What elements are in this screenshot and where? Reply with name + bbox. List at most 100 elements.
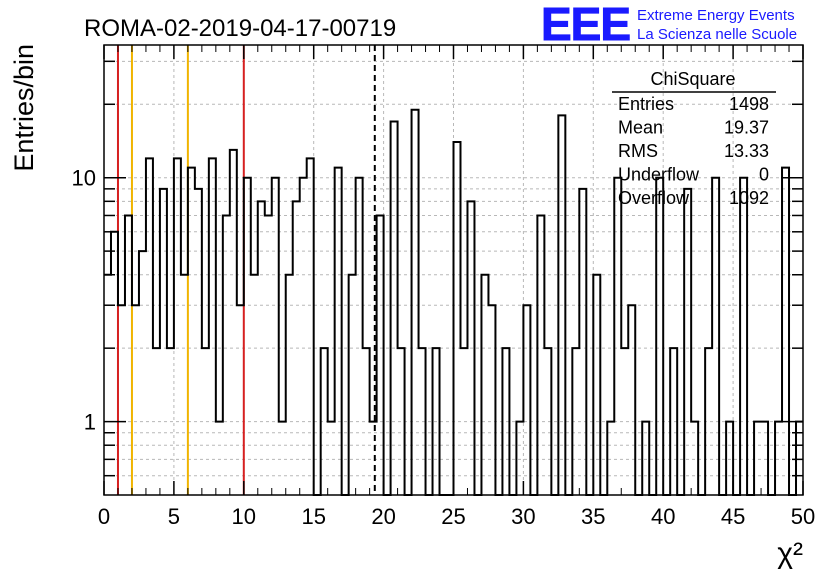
histogram-bin-13 bbox=[195, 189, 202, 495]
histogram-bin-11 bbox=[181, 275, 188, 495]
histogram-bin-4 bbox=[132, 305, 139, 495]
histogram-bin-23 bbox=[265, 215, 272, 495]
histogram-bin-22 bbox=[258, 201, 265, 495]
x-tick-label-1: 5 bbox=[168, 504, 180, 529]
histogram-bin-72 bbox=[607, 422, 614, 495]
histogram-bin-0 bbox=[104, 275, 111, 495]
logo-line1: Extreme Energy Events bbox=[637, 7, 795, 24]
histogram-bin-7 bbox=[153, 348, 160, 495]
x-tick-label-2: 10 bbox=[232, 504, 256, 529]
histogram-bin-70 bbox=[593, 275, 600, 495]
histogram-bin-19 bbox=[237, 305, 244, 495]
histogram-bin-3 bbox=[125, 215, 132, 495]
histogram-bin-27 bbox=[293, 201, 300, 495]
histogram-bin-93 bbox=[754, 422, 761, 495]
histogram-bin-29 bbox=[307, 158, 314, 495]
x-tick-label-10: 50 bbox=[791, 504, 815, 529]
histogram-bin-68 bbox=[579, 189, 586, 495]
stats-value-overflow: 1092 bbox=[729, 188, 769, 208]
histogram-bin-81 bbox=[670, 348, 677, 495]
chart-title: ROMA-02-2019-04-17-00719 bbox=[84, 15, 396, 42]
eee-logo: EEE Extreme Energy Events La Scienza nel… bbox=[541, 0, 798, 51]
histogram-bin-86 bbox=[705, 348, 712, 495]
histogram-bin-60 bbox=[523, 305, 530, 495]
axis-ticks bbox=[103, 45, 804, 495]
histogram-bin-15 bbox=[209, 158, 216, 495]
histogram-bin-45 bbox=[419, 348, 426, 495]
histogram-bin-91 bbox=[740, 178, 747, 495]
histogram-bin-26 bbox=[286, 275, 293, 495]
histogram-bin-62 bbox=[537, 215, 544, 495]
histogram-bin-18 bbox=[230, 150, 237, 495]
histogram-bin-2 bbox=[118, 305, 125, 495]
histogram-bin-10 bbox=[174, 158, 181, 495]
histogram-bin-52 bbox=[467, 201, 474, 495]
histogram-bin-96 bbox=[775, 422, 782, 495]
histogram-bin-67 bbox=[572, 348, 579, 495]
histogram-bin-14 bbox=[202, 348, 209, 495]
histogram-bin-21 bbox=[251, 275, 258, 495]
histogram-bin-59 bbox=[516, 422, 523, 495]
histogram-bin-50 bbox=[454, 142, 461, 495]
histogram-bin-89 bbox=[726, 422, 733, 495]
y-tick-label-0: 1 bbox=[84, 410, 96, 435]
histogram-bin-84 bbox=[691, 422, 698, 495]
histogram-outline bbox=[104, 108, 803, 496]
x-axis-title: χ² bbox=[777, 537, 803, 570]
histogram-bin-83 bbox=[684, 189, 691, 495]
tick-labels: 0 5 10 15 20 25 30 35 40 45 50 1 10 bbox=[72, 166, 816, 529]
y-axis-title: Entries/bin bbox=[9, 44, 39, 172]
histogram-bin-33 bbox=[335, 168, 342, 495]
logo-line2: La Scienza nelle Scuole bbox=[637, 26, 797, 43]
histogram-bin-8 bbox=[160, 189, 167, 495]
stats-title: ChiSquare bbox=[650, 69, 735, 89]
histogram-bin-20 bbox=[244, 178, 251, 495]
histogram-bin-47 bbox=[433, 348, 440, 495]
x-tick-label-0: 0 bbox=[98, 504, 110, 529]
x-tick-label-6: 30 bbox=[511, 504, 535, 529]
histogram-bin-31 bbox=[321, 348, 328, 495]
histogram-bin-73 bbox=[614, 178, 621, 495]
histogram-bin-65 bbox=[558, 115, 565, 495]
stats-value-entries: 1498 bbox=[729, 94, 769, 114]
stats-label-mean: Mean bbox=[618, 118, 663, 138]
histogram-bin-54 bbox=[481, 275, 488, 495]
x-tick-label-5: 25 bbox=[441, 504, 465, 529]
histogram-bin-57 bbox=[502, 348, 509, 495]
histogram-bin-39 bbox=[377, 215, 384, 495]
histogram-bin-25 bbox=[279, 422, 286, 495]
histogram-bin-35 bbox=[349, 275, 356, 495]
x-tick-label-8: 40 bbox=[651, 504, 675, 529]
stats-label-overflow: Overflow bbox=[618, 188, 690, 208]
histogram-bin-32 bbox=[328, 422, 335, 495]
histogram-bin-16 bbox=[216, 422, 223, 495]
histogram-bin-17 bbox=[223, 215, 230, 495]
histogram-bin-55 bbox=[488, 305, 495, 495]
x-tick-label-7: 35 bbox=[581, 504, 605, 529]
histogram-bin-42 bbox=[398, 348, 405, 495]
histogram-bin-24 bbox=[272, 178, 279, 495]
histogram-bin-28 bbox=[300, 178, 307, 495]
stats-value-mean: 19.37 bbox=[724, 118, 769, 138]
histogram-bin-87 bbox=[712, 178, 719, 495]
logo-letters: EEE bbox=[541, 0, 630, 50]
stats-value-rms: 13.33 bbox=[724, 141, 769, 161]
histogram-bin-79 bbox=[656, 178, 663, 495]
histogram-bin-37 bbox=[363, 348, 370, 495]
histogram-bin-94 bbox=[761, 422, 768, 495]
stats-label-underflow: Underflow bbox=[618, 165, 700, 185]
histogram-bin-74 bbox=[621, 348, 628, 495]
stats-value-underflow: 0 bbox=[759, 165, 769, 185]
stats-label-rms: RMS bbox=[618, 141, 658, 161]
y-tick-label-1: 10 bbox=[72, 166, 96, 191]
x-tick-label-3: 15 bbox=[301, 504, 325, 529]
histogram-bin-6 bbox=[146, 158, 153, 495]
histogram-bin-44 bbox=[412, 110, 419, 495]
histogram-bin-9 bbox=[167, 348, 174, 495]
stats-label-entries: Entries bbox=[618, 94, 674, 114]
histogram-bin-36 bbox=[356, 178, 363, 495]
histogram-bin-1 bbox=[111, 232, 118, 495]
histogram-bin-97 bbox=[782, 168, 789, 495]
